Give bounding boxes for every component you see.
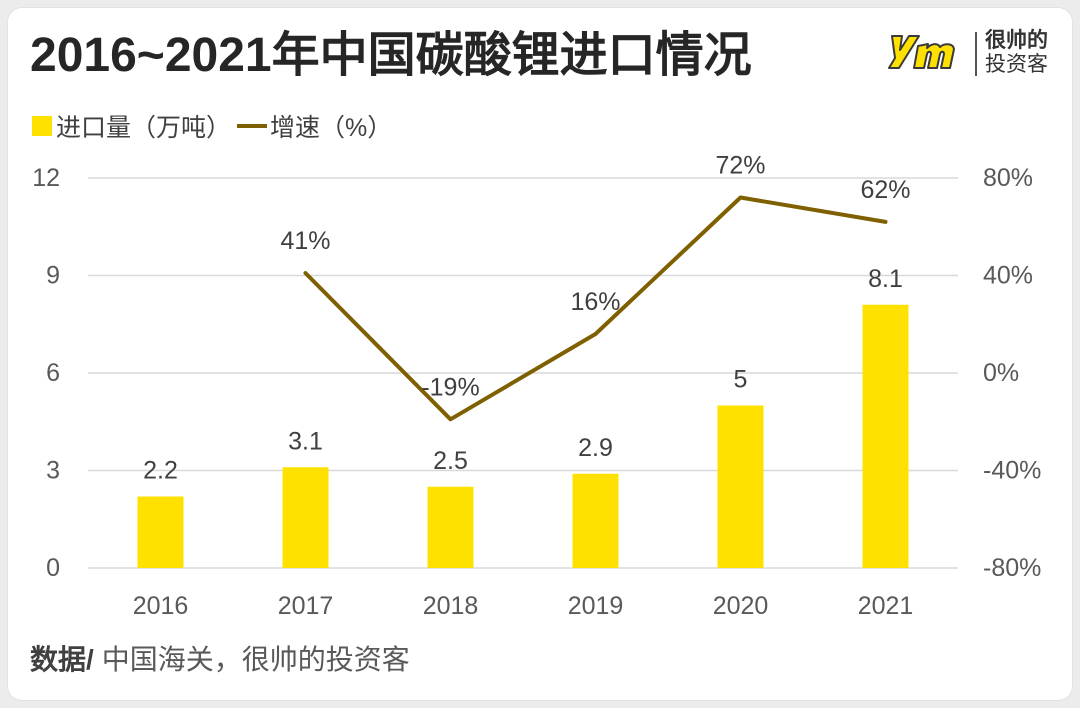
bar-series bbox=[137, 304, 909, 568]
bar-data-label: 8.1 bbox=[868, 265, 903, 293]
legend-label-import-volume: 进口量（万吨） bbox=[56, 114, 232, 142]
y-left-tick-label: 9 bbox=[46, 262, 60, 290]
brand-divider bbox=[975, 32, 977, 76]
bar bbox=[717, 405, 764, 568]
source-note: 数据/中国海关，很帅的投资客 bbox=[30, 644, 410, 676]
brand-name-line1: 很帅的 bbox=[985, 29, 1048, 52]
line-data-label: 41% bbox=[280, 227, 330, 255]
gridlines bbox=[88, 177, 958, 569]
x-tick-label: 2016 bbox=[133, 592, 189, 620]
bar-data-labels: 2.2 3.1 2.5 2.9 5 8.1 bbox=[143, 265, 903, 485]
chart-title: 2016~2021年中国碳酸锂进口情况 bbox=[30, 29, 752, 82]
brand-name-line2: 投资客 bbox=[985, 53, 1048, 76]
y-right-tick-label: -40% bbox=[983, 457, 1041, 485]
legend-label-growth-rate: 增速（%） bbox=[270, 114, 393, 142]
legend-item-import-volume: 进口量（万吨） bbox=[32, 108, 231, 144]
line-data-label: 62% bbox=[860, 176, 910, 204]
x-tick-label: 2021 bbox=[858, 592, 914, 620]
bar-data-label: 2.9 bbox=[578, 434, 613, 462]
x-axis: 2016 2017 2018 2019 2020 2021 bbox=[133, 592, 914, 620]
bar bbox=[862, 304, 909, 568]
line-data-labels: 41% -19% 16% 72% 62% bbox=[280, 152, 910, 402]
y-axis-right: -80% -40% 0% 40% 80% bbox=[983, 164, 1041, 582]
y-right-tick-label: 0% bbox=[983, 359, 1019, 387]
legend-line-swatch bbox=[237, 124, 268, 128]
bar-data-label: 2.2 bbox=[143, 457, 178, 485]
y-left-tick-label: 12 bbox=[32, 164, 60, 192]
chart-card: 2016~2021年中国碳酸锂进口情况 很帅的 投资客 进口量（万吨） 增速（%… bbox=[8, 8, 1072, 700]
brand-name: 很帅的 投资客 bbox=[985, 29, 1048, 77]
x-tick-label: 2019 bbox=[568, 592, 624, 620]
source-text: 中国海关，很帅的投资客 bbox=[101, 644, 410, 675]
legend-item-growth-rate: 增速（%） bbox=[231, 108, 392, 144]
y-right-tick-label: 80% bbox=[983, 164, 1033, 192]
growth-line bbox=[303, 195, 888, 422]
bar-data-label: 3.1 bbox=[288, 427, 323, 455]
y-right-tick-label: 40% bbox=[983, 262, 1033, 290]
bar bbox=[572, 473, 619, 568]
line-data-label: 16% bbox=[570, 288, 620, 316]
x-tick-label: 2017 bbox=[278, 592, 334, 620]
source-label: 数据/ bbox=[30, 644, 94, 675]
y-axis-left: 0 3 6 9 12 bbox=[32, 164, 60, 582]
line-data-label: -19% bbox=[421, 373, 479, 401]
bar-data-label: 2.5 bbox=[433, 447, 468, 475]
bar bbox=[427, 486, 474, 568]
y-right-tick-label: -80% bbox=[983, 554, 1041, 582]
brand-logo-icon bbox=[884, 30, 968, 74]
line-data-label: 72% bbox=[715, 152, 765, 180]
x-tick-label: 2018 bbox=[423, 592, 479, 620]
y-left-tick-label: 6 bbox=[46, 359, 60, 387]
legend-bar-swatch bbox=[32, 116, 52, 136]
bar-data-label: 5 bbox=[734, 366, 748, 394]
y-left-tick-label: 3 bbox=[46, 457, 60, 485]
bar bbox=[282, 467, 329, 568]
y-left-tick-label: 0 bbox=[46, 554, 60, 582]
x-tick-label: 2020 bbox=[713, 592, 769, 620]
chart-legend: 进口量（万吨） 增速（%） bbox=[32, 108, 392, 144]
bar bbox=[137, 496, 184, 568]
